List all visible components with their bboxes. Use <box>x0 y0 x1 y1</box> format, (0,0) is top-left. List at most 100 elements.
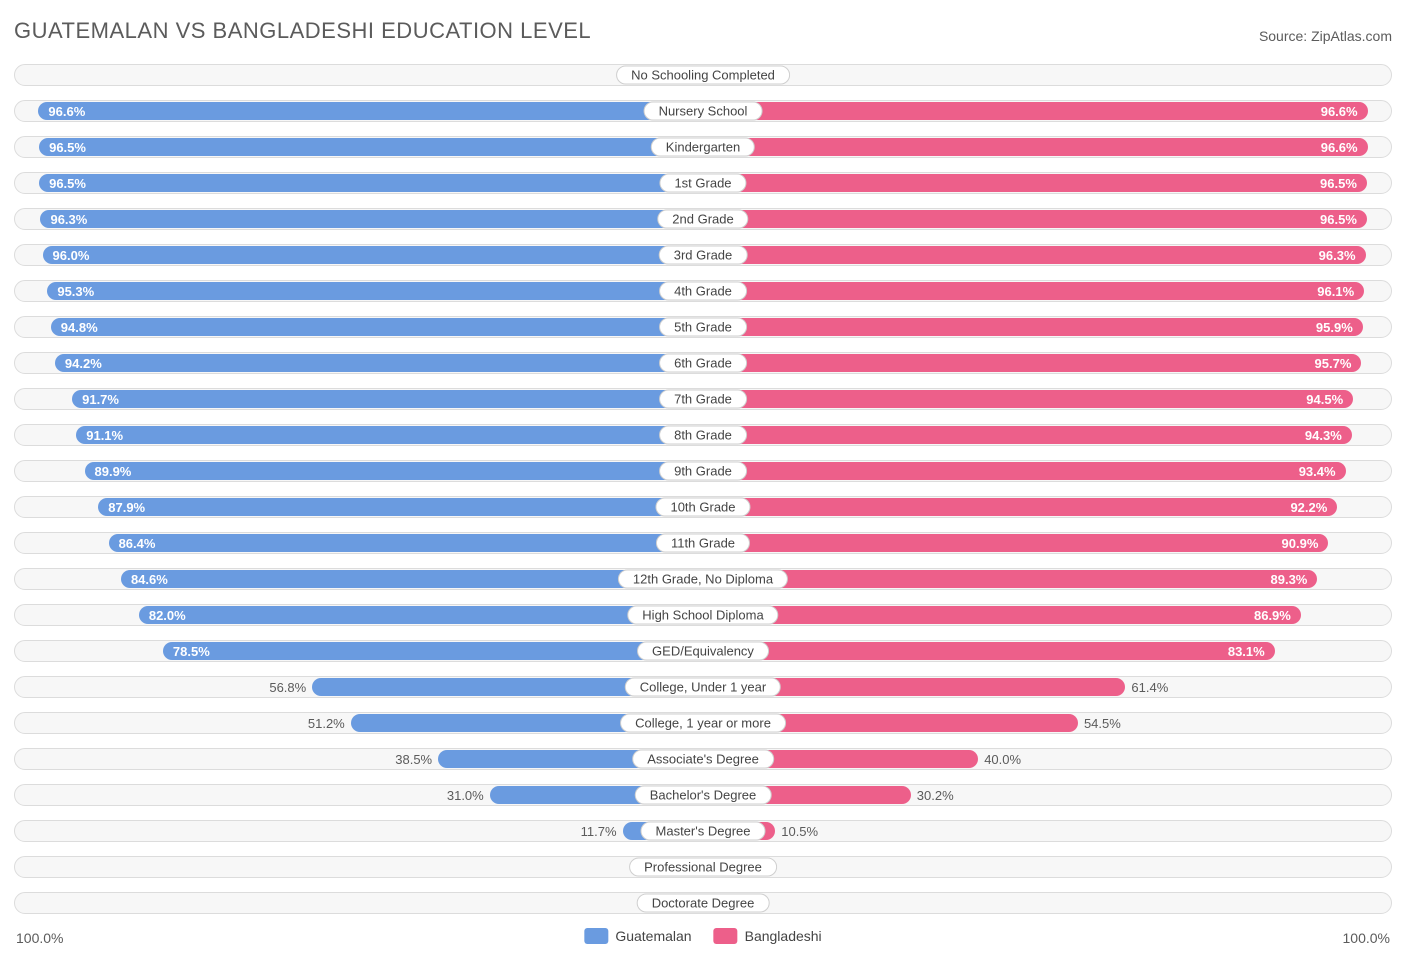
bar-left: 96.5% <box>39 174 703 192</box>
bar-value-left: 96.0% <box>43 248 100 263</box>
row-half-left: 96.6% <box>15 101 703 121</box>
legend-swatch-right <box>714 928 738 944</box>
row-category-label: No Schooling Completed <box>616 66 790 85</box>
chart-header: GUATEMALAN VS BANGLADESHI EDUCATION LEVE… <box>14 18 1392 44</box>
bar-left: 96.0% <box>43 246 703 264</box>
row-half-right: 95.7% <box>703 353 1391 373</box>
bar-value-left: 96.6% <box>38 104 95 119</box>
bar-value-left: 89.9% <box>85 464 142 479</box>
chart-row: 51.2%54.5%College, 1 year or more <box>14 712 1392 734</box>
bar-value-left: 51.2% <box>298 716 351 731</box>
bar-value-right: 96.6% <box>1311 104 1368 119</box>
row-half-left: 96.3% <box>15 209 703 229</box>
chart-row: 86.4%90.9%11th Grade <box>14 532 1392 554</box>
row-half-left: 96.5% <box>15 137 703 157</box>
chart-row: 94.2% 95.7% 6th Grade <box>14 352 1392 374</box>
row-half-right: 86.9% <box>703 605 1391 625</box>
bar-value-right: 96.5% <box>1310 176 1367 191</box>
bar-value-right: 96.6% <box>1311 140 1368 155</box>
row-category-label: Bachelor's Degree <box>635 786 772 805</box>
bar-value-left: 82.0% <box>139 608 196 623</box>
row-half-right: 94.5% <box>703 389 1391 409</box>
row-half-left: 86.4% <box>15 533 703 553</box>
row-category-label: 4th Grade <box>659 282 747 301</box>
legend-item-right: Bangladeshi <box>714 928 822 944</box>
legend-swatch-left <box>584 928 608 944</box>
bar-left: 95.3% <box>47 282 703 300</box>
axis-max-right: 100.0% <box>1343 930 1390 946</box>
chart-row: 96.5%96.6%Kindergarten <box>14 136 1392 158</box>
bar-value-right: 95.7% <box>1305 356 1362 371</box>
chart-row: 96.3% 96.5% 2nd Grade <box>14 208 1392 230</box>
axis-max-left: 100.0% <box>16 930 63 946</box>
row-half-left: 3.5% <box>15 65 703 85</box>
chart-row: 84.6%89.3%12th Grade, No Diploma <box>14 568 1392 590</box>
row-category-label: 2nd Grade <box>657 210 748 229</box>
row-half-right: 94.3% <box>703 425 1391 445</box>
chart-row: 56.8% 61.4% College, Under 1 year <box>14 676 1392 698</box>
bar-right: 96.1% <box>703 282 1364 300</box>
bar-right: 86.9% <box>703 606 1301 624</box>
chart-footer: 100.0% 100.0% Guatemalan Bangladeshi <box>14 928 1392 952</box>
bar-right: 95.7% <box>703 354 1361 372</box>
bar-value-left: 84.6% <box>121 572 178 587</box>
chart-row: 95.3%96.1%4th Grade <box>14 280 1392 302</box>
bar-value-right: 86.9% <box>1244 608 1301 623</box>
legend: Guatemalan Bangladeshi <box>584 928 821 944</box>
bar-left: 96.5% <box>39 138 703 156</box>
bar-value-left: 91.7% <box>72 392 129 407</box>
bar-right: 96.6% <box>703 102 1368 120</box>
row-half-left: 87.9% <box>15 497 703 517</box>
row-category-label: High School Diploma <box>627 606 778 625</box>
row-category-label: Professional Degree <box>629 858 777 877</box>
bar-value-right: 96.5% <box>1310 212 1367 227</box>
row-half-right: 1.2% <box>703 893 1391 913</box>
bar-right: 92.2% <box>703 498 1337 516</box>
bar-value-left: 11.7% <box>571 824 623 839</box>
chart-row: 38.5%40.0%Associate's Degree <box>14 748 1392 770</box>
row-half-left: 56.8% <box>15 677 703 697</box>
bar-value-left: 31.0% <box>437 788 490 803</box>
chart-row: 87.9%92.2%10th Grade <box>14 496 1392 518</box>
row-half-right: 96.1% <box>703 281 1391 301</box>
row-half-right: 96.6% <box>703 137 1391 157</box>
bar-left: 91.7% <box>72 390 703 408</box>
bar-value-left: 96.3% <box>40 212 97 227</box>
bar-value-right: 96.3% <box>1309 248 1366 263</box>
row-half-left: 1.4% <box>15 893 703 913</box>
row-category-label: Master's Degree <box>641 822 766 841</box>
bar-left: 87.9% <box>98 498 703 516</box>
bar-value-left: 94.8% <box>51 320 108 335</box>
chart-row: 96.5%96.5%1st Grade <box>14 172 1392 194</box>
bar-value-right: 83.1% <box>1218 644 1275 659</box>
row-category-label: Nursery School <box>644 102 763 121</box>
row-category-label: Doctorate Degree <box>637 894 770 913</box>
bar-value-right: 89.3% <box>1261 572 1318 587</box>
row-half-left: 78.5% <box>15 641 703 661</box>
row-half-right: 30.2% <box>703 785 1391 805</box>
bar-right: 96.5% <box>703 174 1367 192</box>
row-category-label: 6th Grade <box>659 354 747 373</box>
row-category-label: College, Under 1 year <box>625 678 781 697</box>
bar-value-right: 61.4% <box>1125 680 1178 695</box>
row-category-label: Associate's Degree <box>632 750 774 769</box>
bar-value-right: 93.4% <box>1289 464 1346 479</box>
bar-right: 83.1% <box>703 642 1275 660</box>
chart-row: 91.7%94.5%7th Grade <box>14 388 1392 410</box>
row-half-left: 38.5% <box>15 749 703 769</box>
bar-value-left: 94.2% <box>55 356 112 371</box>
row-half-left: 94.2% <box>15 353 703 373</box>
row-category-label: 11th Grade <box>656 534 750 553</box>
row-half-right: 54.5% <box>703 713 1391 733</box>
bar-value-right: 54.5% <box>1078 716 1131 731</box>
bar-right: 93.4% <box>703 462 1346 480</box>
bar-left: 84.6% <box>121 570 703 588</box>
row-half-left: 96.0% <box>15 245 703 265</box>
bar-left: 89.9% <box>85 462 704 480</box>
row-half-right: 96.5% <box>703 209 1391 229</box>
bar-value-left: 96.5% <box>39 140 96 155</box>
chart-row: 31.0% 30.2%Bachelor's Degree <box>14 784 1392 806</box>
row-category-label: 10th Grade <box>655 498 750 517</box>
row-half-right: 83.1% <box>703 641 1391 661</box>
row-category-label: 9th Grade <box>659 462 747 481</box>
